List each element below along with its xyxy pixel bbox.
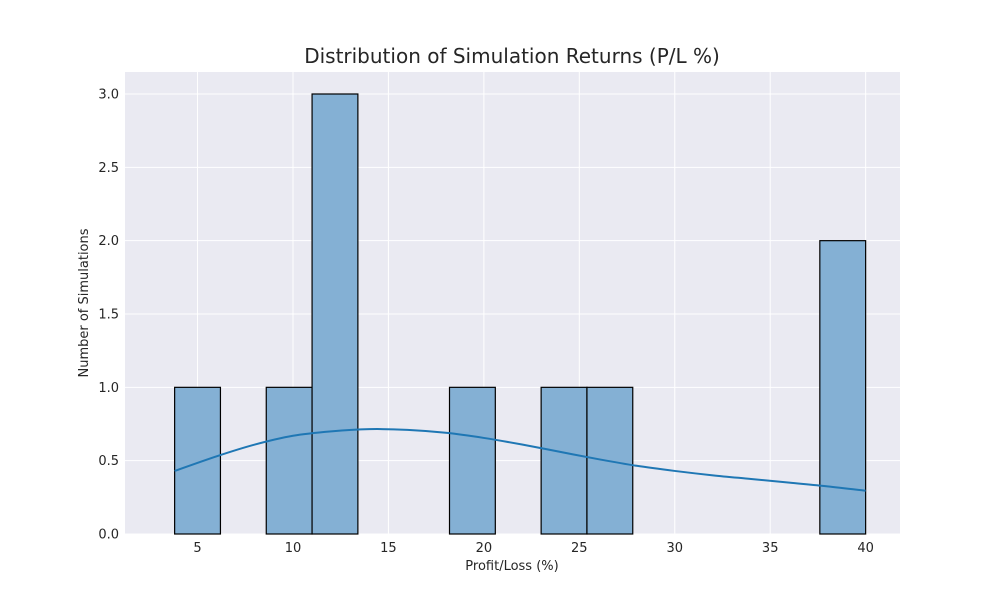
histogram-bars	[174, 93, 867, 535]
y-tick-label: 1.0	[98, 381, 119, 396]
x-tick-label: 15	[380, 541, 397, 556]
x-tick-label: 5	[193, 541, 201, 556]
histogram-bar	[540, 386, 588, 535]
chart-title: Distribution of Simulation Returns (P/L …	[304, 44, 720, 68]
x-tick-label: 35	[762, 541, 779, 556]
histogram-bar	[448, 386, 496, 535]
y-tick-label: 3.0	[98, 88, 119, 103]
y-tick-label: 2.0	[98, 234, 119, 249]
histogram-bar	[819, 240, 867, 535]
y-tick-label: 2.5	[98, 161, 119, 176]
x-axis-label: Profit/Loss (%)	[465, 559, 558, 574]
histogram-bar	[311, 93, 359, 535]
plot-area	[125, 72, 900, 534]
x-tick-label: 40	[857, 541, 874, 556]
y-tick-label: 0.0	[98, 528, 119, 543]
y-tick-labels: 0.0 0.5 1.0 1.5 2.0 2.5 3.0	[98, 88, 119, 543]
x-tick-label: 10	[285, 541, 302, 556]
histogram-bar	[265, 386, 313, 535]
kde-curve-group	[174, 428, 866, 492]
y-axis-label: Number of Simulations	[77, 228, 92, 377]
grid-lines	[125, 72, 900, 535]
y-tick-label: 1.5	[98, 308, 119, 323]
y-tick-label: 0.5	[98, 454, 119, 469]
x-tick-label: 30	[666, 541, 683, 556]
x-tick-label: 20	[476, 541, 493, 556]
x-tick-label: 25	[571, 541, 588, 556]
histogram-bar	[174, 386, 222, 535]
kde-line	[174, 428, 866, 492]
x-tick-labels: 5 10 15 20 25 30 35 40	[193, 541, 874, 556]
